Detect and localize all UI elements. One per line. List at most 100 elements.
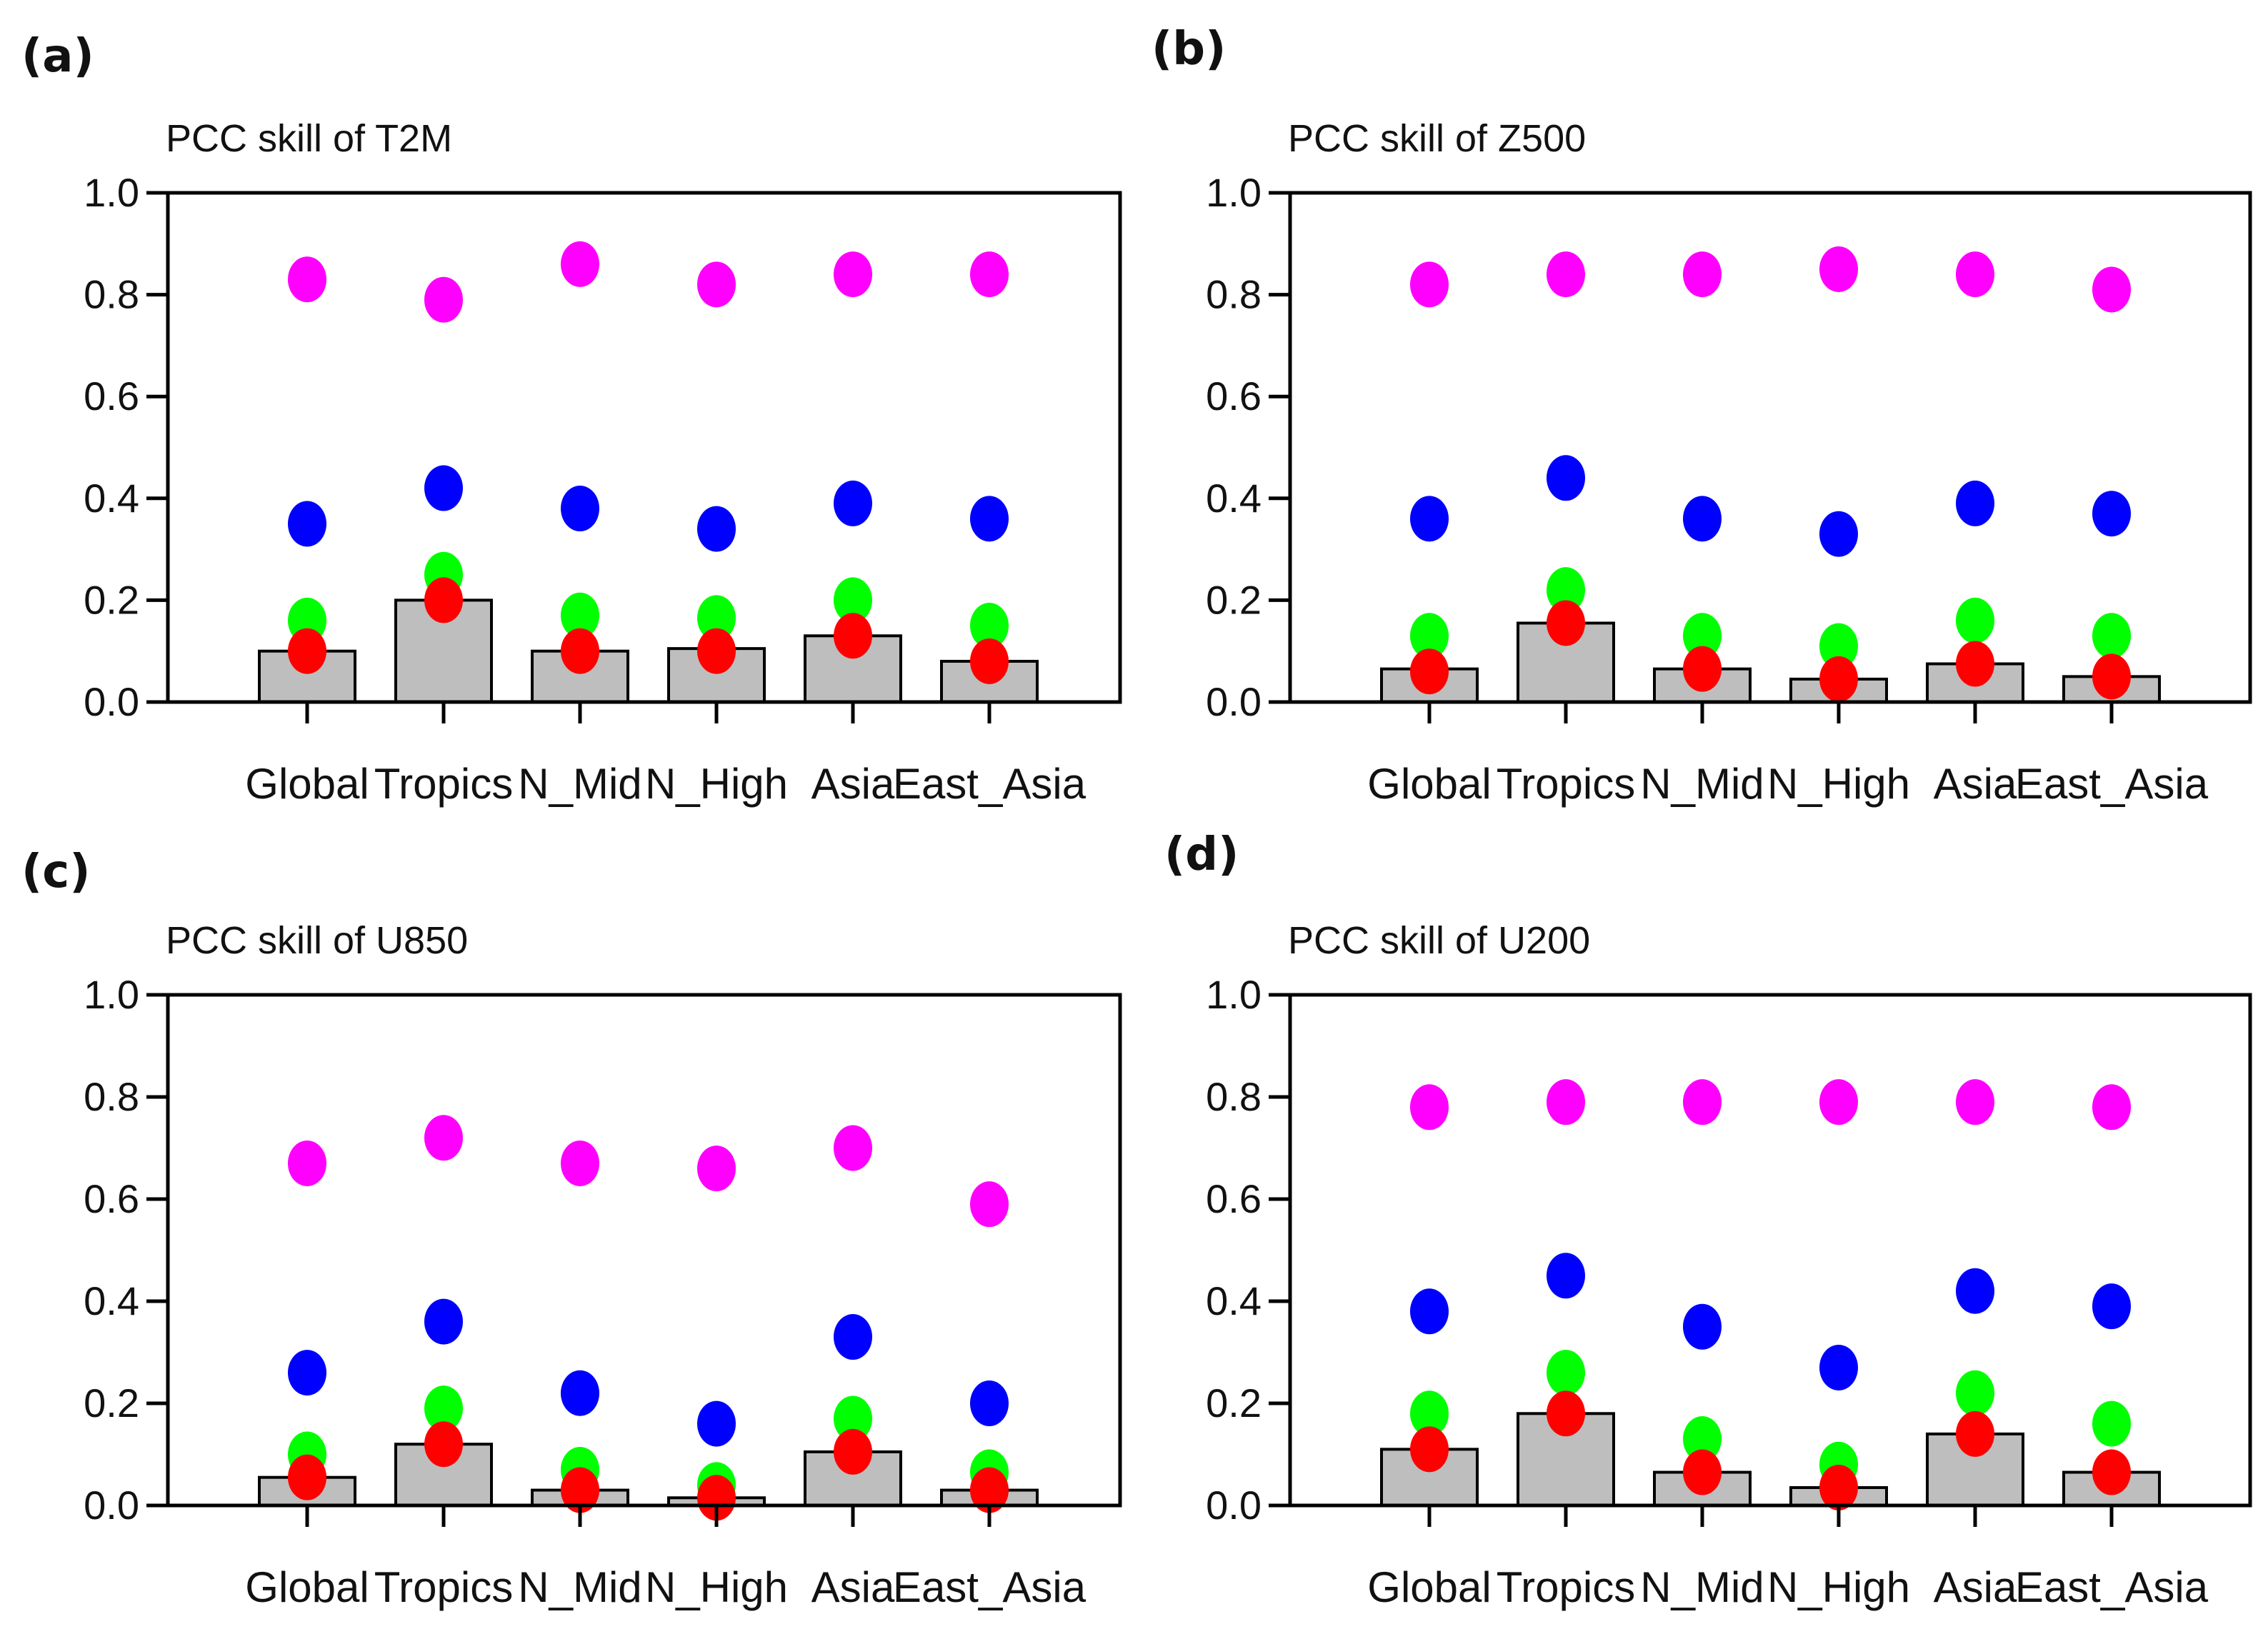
red-point <box>970 1467 1009 1513</box>
category-label: East_Asia <box>2015 1563 2209 1611</box>
y-tick-label: 0.0 <box>1206 1483 1262 1528</box>
blue-point <box>1819 511 1858 557</box>
category-label: N_Mid <box>518 760 641 808</box>
magenta-point <box>1547 251 1585 298</box>
y-tick-label: 0.2 <box>1206 577 1262 622</box>
magenta-point <box>561 1140 599 1186</box>
magenta-point <box>1547 1079 1585 1126</box>
red-point <box>561 1467 599 1513</box>
plot-frame <box>166 993 1122 1508</box>
panel-label: (c) <box>21 846 90 898</box>
category-label: East_Asia <box>2015 760 2209 808</box>
chart-panel-a: (a) PCC skill of T2M 0.0 0.2 0.4 0.6 0.8 1.0 Glo… <box>21 30 1122 808</box>
green-point <box>970 603 1009 649</box>
category-label: N_High <box>645 760 788 808</box>
red-point <box>970 638 1009 684</box>
red-point <box>2092 653 2131 700</box>
blue-point <box>1410 1288 1449 1335</box>
chart-title: PCC skill of U850 <box>166 919 468 962</box>
magenta-point <box>697 1146 736 1192</box>
category-label: Asia <box>811 1563 895 1611</box>
y-tick-label: 0.6 <box>84 1176 139 1221</box>
red-point <box>561 628 599 674</box>
y-tick-label: 1.0 <box>84 170 139 215</box>
magenta-point <box>424 1115 463 1161</box>
red-point <box>834 613 872 659</box>
magenta-point <box>424 276 463 323</box>
blue-point <box>697 1400 736 1447</box>
y-tick-label: 0.0 <box>84 1483 139 1528</box>
blue-point <box>1547 1253 1585 1299</box>
magenta-point <box>1683 251 1722 298</box>
panel-label: (d) <box>1164 828 1239 881</box>
blue-point <box>424 1298 463 1345</box>
blue-point <box>697 506 736 552</box>
y-tick-label: 0.8 <box>1206 272 1262 317</box>
y-tick-label: 0.2 <box>84 577 139 622</box>
y-tick-label: 1.0 <box>1206 170 1262 215</box>
blue-point <box>1683 1303 1722 1350</box>
green-point <box>1956 597 1994 643</box>
panel-label: (a) <box>21 30 94 83</box>
red-point <box>834 1428 872 1475</box>
green-point <box>2092 1400 2131 1447</box>
green-point <box>1683 1416 1722 1463</box>
category-label: East_Asia <box>893 1563 1086 1611</box>
magenta-point <box>834 251 872 298</box>
green-point <box>1819 623 1858 669</box>
category-label: N_High <box>1767 1563 1910 1611</box>
magenta-point <box>1819 1079 1858 1126</box>
blue-point <box>288 501 326 547</box>
y-tick-label: 1.0 <box>84 972 139 1017</box>
chart-title: PCC skill of U200 <box>1288 919 1590 962</box>
red-point <box>1819 656 1858 702</box>
magenta-point <box>1956 251 1994 298</box>
magenta-point <box>1956 1079 1994 1126</box>
red-point <box>288 1454 326 1500</box>
green-point <box>424 1385 463 1432</box>
y-tick-label: 0.4 <box>84 476 139 521</box>
magenta-point <box>288 256 326 303</box>
chart-title: PCC skill of Z500 <box>1288 117 1586 160</box>
red-point <box>1819 1464 1858 1510</box>
green-point <box>1547 1350 1585 1396</box>
blue-point <box>2092 1283 2131 1330</box>
y-tick-label: 0.6 <box>84 374 139 418</box>
y-tick-label: 0.2 <box>1206 1380 1262 1425</box>
blue-point <box>424 465 463 511</box>
y-tick-label: 0.6 <box>1206 1176 1262 1221</box>
y-tick-label: 0.4 <box>1206 476 1262 521</box>
category-label: Asia <box>811 760 895 808</box>
magenta-point <box>970 251 1009 298</box>
category-label: Global <box>1367 760 1491 808</box>
green-point <box>1547 567 1585 613</box>
magenta-point <box>561 241 599 287</box>
category-label: East_Asia <box>893 760 1086 808</box>
green-point <box>834 577 872 623</box>
blue-point <box>1956 1268 1994 1314</box>
y-tick-label: 0.0 <box>1206 679 1262 724</box>
green-point <box>1410 1390 1449 1437</box>
green-point <box>1956 1370 1994 1416</box>
red-point <box>1956 641 1994 687</box>
plot-frame <box>166 191 1122 704</box>
y-tick-label: 0.2 <box>84 1380 139 1425</box>
chart-title: PCC skill of T2M <box>166 117 452 160</box>
red-point <box>1683 1449 1722 1495</box>
category-label: N_Mid <box>1640 1563 1764 1611</box>
magenta-point <box>2092 266 2131 313</box>
red-point <box>1410 1426 1449 1473</box>
red-point <box>424 577 463 623</box>
red-point <box>424 1421 463 1468</box>
y-tick-label: 0.6 <box>1206 374 1262 418</box>
magenta-point <box>1410 261 1449 308</box>
category-label: Global <box>245 1563 369 1611</box>
category-label: Tropics <box>374 1563 513 1611</box>
y-tick-label: 0.8 <box>84 272 139 317</box>
category-label: Asia <box>1934 760 2017 808</box>
green-point <box>1410 613 1449 659</box>
magenta-point <box>1819 246 1858 292</box>
chart-panel-c: (c) PCC skill of U850 0.0 0.2 0.4 0.6 0.8 1.0 Gl… <box>21 846 1122 1611</box>
blue-point <box>1819 1344 1858 1390</box>
y-tick-label: 1.0 <box>1206 972 1262 1017</box>
